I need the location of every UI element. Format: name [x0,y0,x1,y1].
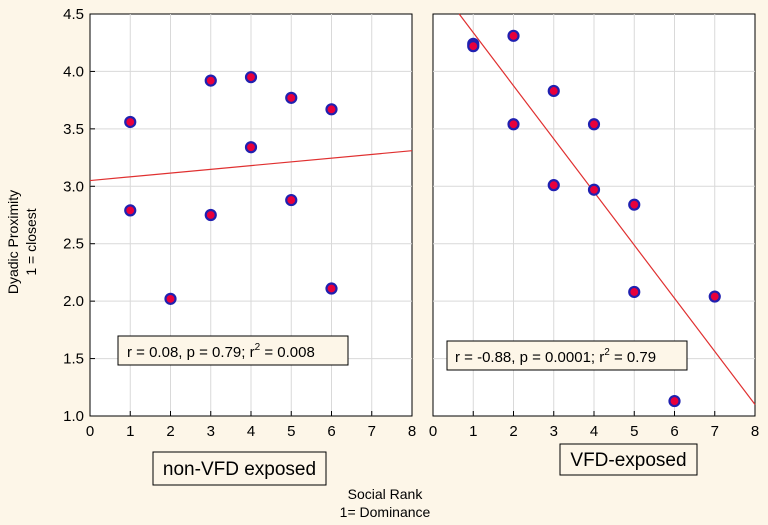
x-ticks-non-vfd: 0 1 2 3 4 5 6 7 8 [86,411,416,440]
x-tick-label: 7 [368,423,376,440]
data-point [124,115,137,129]
y-tick-label: 1.0 [63,408,84,425]
stat-exp: 2 [255,342,261,353]
panel-label-text: VFD-exposed [570,450,686,471]
y-tick-label: 3.5 [63,121,84,138]
data-point [547,84,560,98]
data-point [124,204,137,217]
panel-label-text: non-VFD exposed [163,459,316,480]
y-ticks: 1.0 1.5 2.0 2.5 3.0 3.5 4.0 4.5 [63,6,95,425]
stat-prefix: r = -0.88, p = 0.0001; r [455,349,604,366]
data-point [204,208,217,222]
fit-line-vfd [458,13,756,405]
data-point [547,179,560,192]
x-axis-sublabel: 1= Dominance [340,504,431,520]
data-point [325,103,338,116]
y-axis-title: Dyadic Proximity 1 = closest [5,190,39,294]
y-axis-label: Dyadic Proximity [5,190,21,294]
stat-exp: 2 [604,347,610,358]
x-tick-label: 3 [207,423,215,440]
data-point [325,282,338,295]
x-tick-label: 0 [429,423,437,440]
x-tick-label: 4 [590,423,598,440]
x-tick-label: 3 [550,423,558,440]
x-tick-label: 4 [247,423,255,440]
points-vfd [467,29,721,408]
data-point [587,183,601,196]
x-tick-label: 8 [751,423,759,440]
data-point [164,292,177,305]
x-tick-label: 8 [408,423,416,440]
stat-box-vfd: r = -0.88, p = 0.0001; r2 = 0.79 [446,340,688,371]
panel-label-vfd: VFD-exposed [559,443,698,476]
stat-suffix: = 0.79 [610,349,656,366]
y-tick-label: 4.0 [63,63,84,80]
data-point [204,74,217,87]
stat-suffix: = 0.008 [260,344,315,361]
y-tick-label: 4.5 [63,6,84,23]
data-point [467,40,480,53]
x-ticks-vfd: 0 1 2 3 4 5 6 7 8 [429,411,759,440]
data-point [285,193,298,207]
y-tick-label: 3.0 [63,178,84,195]
data-point [507,118,520,131]
x-tick-label: 2 [509,423,517,440]
x-tick-label: 6 [327,423,335,440]
x-tick-label: 6 [670,423,678,440]
x-tick-label: 5 [287,423,295,440]
x-tick-label: 7 [711,423,719,440]
x-axis-label: Social Rank [348,486,424,502]
panel-non-vfd: 1.0 1.5 2.0 2.5 3.0 3.5 4.0 4.5 0 1 2 3 4 5 6 7 8 r = 0… [63,6,416,440]
y-axis-sublabel: 1 = closest [23,208,39,275]
data-point [708,290,721,303]
y-tick-label: 1.5 [63,351,84,368]
y-tick-label: 2.0 [63,293,84,310]
x-tick-label: 1 [469,423,477,440]
stat-box-non-vfd: r = 0.08, p = 0.79; r2 = 0.008 [117,335,349,366]
x-tick-label: 0 [86,423,94,440]
data-point [587,118,601,131]
stat-text-non-vfd: r = 0.08, p = 0.79; r2 = 0.008 [127,342,315,361]
data-point [244,141,258,154]
panel-label-non-vfd: non-VFD exposed [152,451,327,486]
fit-line-non-vfd [89,150,413,182]
data-point [244,71,258,84]
data-point [507,29,520,42]
data-point [285,91,298,104]
stat-text-vfd: r = -0.88, p = 0.0001; r2 = 0.79 [455,347,656,366]
x-tick-label: 2 [166,423,174,440]
data-point [668,394,681,408]
x-tick-label: 1 [126,423,134,440]
data-point [628,285,641,299]
y-tick-label: 2.5 [63,236,84,253]
data-point [628,198,641,211]
x-tick-label: 5 [630,423,638,440]
points-non-vfd [124,71,338,305]
stat-prefix: r = 0.08, p = 0.79; r [127,344,255,361]
